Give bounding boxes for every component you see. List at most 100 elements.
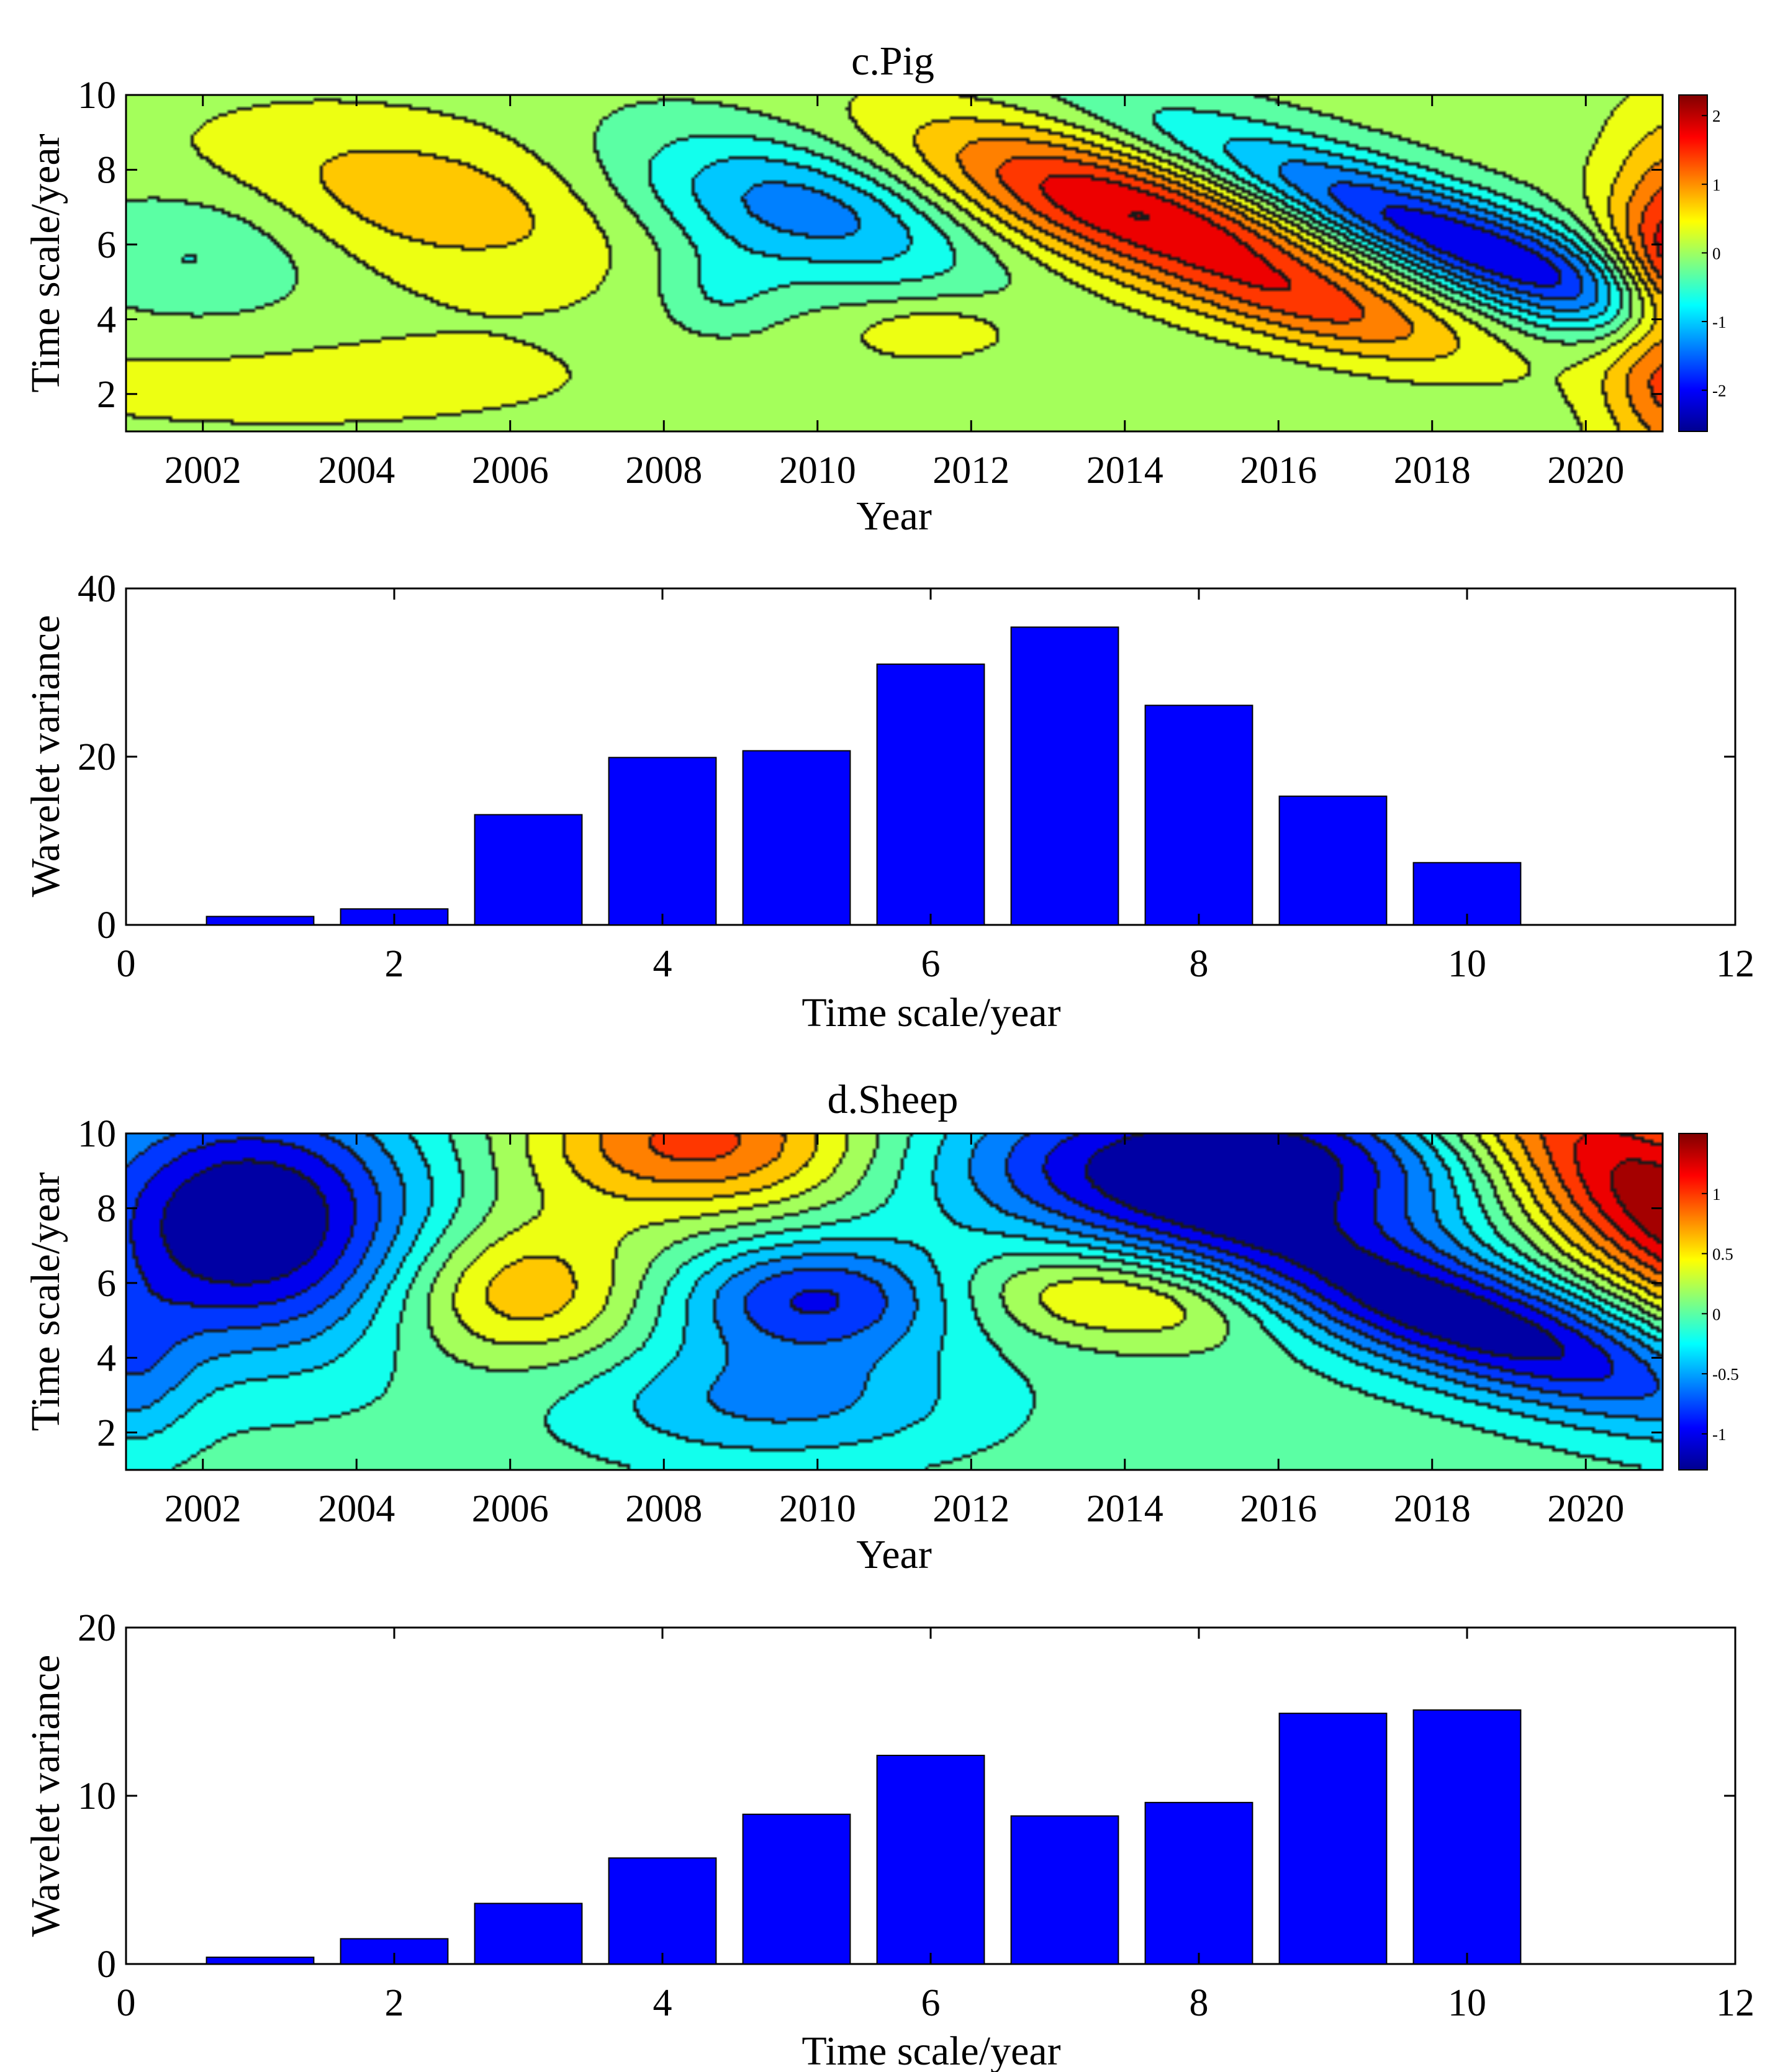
sheep-x-tick-label: 2014 — [1086, 1488, 1163, 1530]
pig-variance-bar — [608, 757, 717, 926]
pig-colorbar-ticks: 2 1 0 -1 -2 — [1702, 107, 1727, 400]
sheep-colorbar-tick-label: 0.5 — [1712, 1245, 1733, 1264]
sheep-x-tick-label: 2010 — [779, 1488, 856, 1530]
sheep-x-tick-label: 2006 — [472, 1488, 549, 1530]
sheep-y-tick-label: 4 — [97, 1337, 116, 1379]
pig-contour-ylabel: Time scale/year — [23, 133, 68, 392]
sheep-colorbar-tick-label: -1 — [1712, 1425, 1727, 1444]
sheep-colorbar-tick-label: 0 — [1712, 1305, 1721, 1323]
sheep-variance-panel: 0 2 4 6 8 10 12 0 10 20 Time scale/year Wavelet v… — [23, 1607, 1755, 2072]
pig-x-tick-label: 2012 — [933, 449, 1009, 492]
sheep-variance-xlabel: Time scale/year — [802, 2029, 1060, 2072]
sheep-variance-ylabel: Wavelet variance — [23, 1655, 68, 1937]
sheep-x-tick-label: 2008 — [625, 1488, 702, 1530]
sheep-colorbar-ticks: 1 0.5 0 -0.5 -1 — [1702, 1185, 1739, 1444]
pig-variance-ylabel: Wavelet variance — [23, 615, 68, 898]
pig-variance-x-tick-label: 4 — [653, 943, 672, 985]
sheep-variance-ticks: 0 2 4 6 8 10 12 0 10 20 — [78, 1607, 1755, 2024]
pig-colorbar-tick-label: 0 — [1712, 244, 1721, 263]
pig-contour-panel: c.Pig 2002 2004 2006 2008 2010 2012 2014 2016 20… — [23, 38, 1727, 539]
sheep-x-tick-label: 2004 — [318, 1488, 395, 1530]
pig-variance-bar — [1278, 795, 1388, 926]
sheep-colorbar-tick-label: -0.5 — [1712, 1365, 1739, 1384]
pig-colorbar-tick-label: 1 — [1712, 176, 1721, 194]
sheep-x-tick-label: 2018 — [1394, 1488, 1471, 1530]
sheep-variance-x-tick-label: 10 — [1448, 1982, 1486, 2024]
sheep-variance-x-tick-label: 4 — [653, 1982, 672, 2024]
sheep-variance-x-tick-label: 12 — [1716, 1982, 1755, 2024]
pig-contour-heatmap — [126, 95, 1663, 431]
sheep-variance-bar — [876, 1754, 985, 1965]
pig-variance-x-tick-label: 0 — [117, 943, 136, 985]
pig-y-tick-label: 6 — [97, 224, 116, 266]
pig-x-tick-label: 2016 — [1240, 449, 1317, 492]
sheep-contour-xlabel: Year — [856, 1532, 932, 1577]
pig-y-tick-label: 8 — [97, 149, 116, 191]
pig-variance-x-tick-label: 10 — [1448, 943, 1486, 985]
sheep-colorbar — [1678, 1133, 1708, 1471]
pig-colorbar-tick-label: -1 — [1712, 313, 1727, 331]
sheep-variance-bar — [206, 1957, 315, 1965]
pig-variance-bar — [474, 814, 583, 926]
pig-x-tick-label: 2010 — [779, 449, 856, 492]
sheep-colorbar-tick-label: 1 — [1712, 1185, 1721, 1204]
pig-variance-y-tick-label: 20 — [78, 736, 116, 778]
sheep-contour-heatmap — [126, 1133, 1663, 1470]
pig-colorbar-tick-label: 2 — [1712, 107, 1721, 125]
sheep-x-tick-label: 2012 — [933, 1488, 1009, 1530]
pig-y-tick-label: 2 — [97, 374, 116, 416]
pig-variance-bar — [742, 750, 851, 926]
sheep-variance-bar — [1144, 1801, 1253, 1965]
pig-variance-bar — [206, 916, 315, 926]
sheep-contour-ylabel: Time scale/year — [23, 1172, 68, 1431]
pig-x-tick-label: 2006 — [472, 449, 549, 492]
pig-colorbar — [1678, 94, 1708, 432]
pig-colorbar-tick-label: -2 — [1712, 382, 1727, 400]
sheep-variance-bar — [608, 1857, 717, 1965]
sheep-variance-y-tick-label: 0 — [97, 1944, 116, 1986]
sheep-variance-bar — [742, 1813, 851, 1965]
sheep-variance-bar — [1278, 1713, 1388, 1965]
pig-variance-bar — [1010, 626, 1119, 926]
sheep-x-tick-label: 2016 — [1240, 1488, 1317, 1530]
pig-variance-bars — [206, 626, 1522, 926]
pig-x-tick-label: 2014 — [1086, 449, 1163, 492]
sheep-contour-title: d.Sheep — [828, 1077, 959, 1122]
pig-x-tick-label: 2018 — [1394, 449, 1471, 492]
sheep-variance-x-tick-label: 0 — [117, 1982, 136, 2024]
sheep-variance-y-tick-label: 20 — [78, 1607, 116, 1649]
pig-contour-frame — [125, 94, 1664, 433]
pig-y-tick-label: 4 — [97, 299, 116, 341]
pig-variance-x-tick-label: 2 — [385, 943, 404, 985]
sheep-contour-frame — [125, 1132, 1664, 1471]
sheep-x-tick-label: 2002 — [165, 1488, 242, 1530]
sheep-y-tick-label: 8 — [97, 1187, 116, 1230]
pig-x-tick-label: 2002 — [165, 449, 242, 492]
pig-variance-y-tick-label: 40 — [78, 568, 116, 610]
sheep-y-tick-label: 2 — [97, 1412, 116, 1454]
sheep-variance-bar — [474, 1903, 583, 1965]
pig-y-tick-label: 10 — [78, 74, 116, 117]
pig-variance-bar — [1144, 705, 1253, 926]
sheep-variance-x-tick-label: 8 — [1190, 1982, 1209, 2024]
sheep-contour-ticks: 2002 2004 2006 2008 2010 2012 2014 2016 2018 2020… — [78, 1113, 1663, 1530]
sheep-variance-bars — [206, 1709, 1522, 1965]
sheep-contour-panel: d.Sheep 2002 2004 2006 2008 2010 2012 2014 2016… — [23, 1077, 1739, 1577]
pig-variance-x-tick-label: 12 — [1716, 943, 1755, 985]
pig-variance-panel: 0 2 4 6 8 10 12 0 20 40 Time scale/year Wavelet v… — [23, 568, 1755, 1035]
sheep-variance-x-tick-label: 6 — [921, 1982, 941, 2024]
pig-variance-y-tick-label: 0 — [97, 904, 116, 947]
pig-variance-ticks: 0 2 4 6 8 10 12 0 20 40 — [78, 568, 1755, 985]
pig-contour-ticks: 2002 2004 2006 2008 2010 2012 2014 2016 2018 2020… — [78, 74, 1663, 492]
sheep-x-tick-label: 2020 — [1547, 1488, 1624, 1530]
pig-contour-xlabel: Year — [856, 493, 932, 539]
pig-x-tick-label: 2004 — [318, 449, 395, 492]
pig-x-tick-label: 2008 — [625, 449, 702, 492]
pig-contour-title: c.Pig — [851, 38, 934, 84]
sheep-variance-x-tick-label: 2 — [385, 1982, 404, 2024]
sheep-y-tick-label: 10 — [78, 1113, 116, 1155]
sheep-variance-bar — [1010, 1815, 1119, 1965]
pig-variance-x-tick-label: 6 — [921, 943, 941, 985]
pig-variance-bar — [876, 663, 985, 926]
